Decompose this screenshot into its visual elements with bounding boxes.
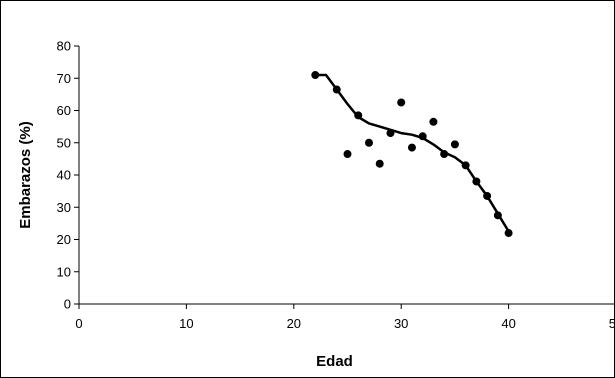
data-point: [386, 129, 395, 138]
y-tick-label: 40: [57, 168, 71, 183]
y-tick-label: 30: [57, 200, 71, 215]
y-tick-label: 50: [57, 135, 71, 150]
data-point: [450, 140, 459, 149]
data-point: [343, 150, 352, 159]
data-point: [364, 138, 373, 147]
x-tick-label: 50: [609, 316, 615, 331]
x-tick-label: 0: [75, 316, 82, 331]
y-tick-label: 70: [57, 71, 71, 86]
data-point: [504, 229, 513, 238]
x-tick-label: 40: [501, 316, 515, 331]
data-point: [311, 71, 320, 80]
x-axis-title: Edad: [316, 353, 353, 370]
y-tick-label: 60: [57, 103, 71, 118]
y-tick-label: 10: [57, 264, 71, 279]
data-point: [354, 111, 363, 120]
data-point: [472, 177, 481, 186]
y-tick-label: 80: [57, 39, 71, 54]
data-point: [483, 191, 492, 200]
data-point: [461, 161, 470, 170]
y-axis-title: Embarazos (%): [17, 121, 34, 229]
data-point: [332, 85, 341, 94]
y-tick-label: 0: [64, 297, 71, 312]
y-tick-label: 20: [57, 232, 71, 247]
data-point: [440, 150, 449, 159]
data-point: [375, 159, 384, 168]
x-axis-ticks: 0 10 20 30 40 50: [75, 304, 615, 331]
data-point: [397, 98, 406, 107]
y-axis-ticks: 0 10 20 30 40 50 60 70 80: [57, 39, 79, 312]
data-point: [407, 143, 416, 152]
data-point: [418, 132, 427, 141]
data-point: [429, 117, 438, 126]
data-point: [493, 211, 502, 220]
x-tick-label: 30: [394, 316, 408, 331]
x-tick-label: 10: [179, 316, 193, 331]
data-points: [311, 71, 513, 238]
x-tick-label: 20: [287, 316, 301, 331]
